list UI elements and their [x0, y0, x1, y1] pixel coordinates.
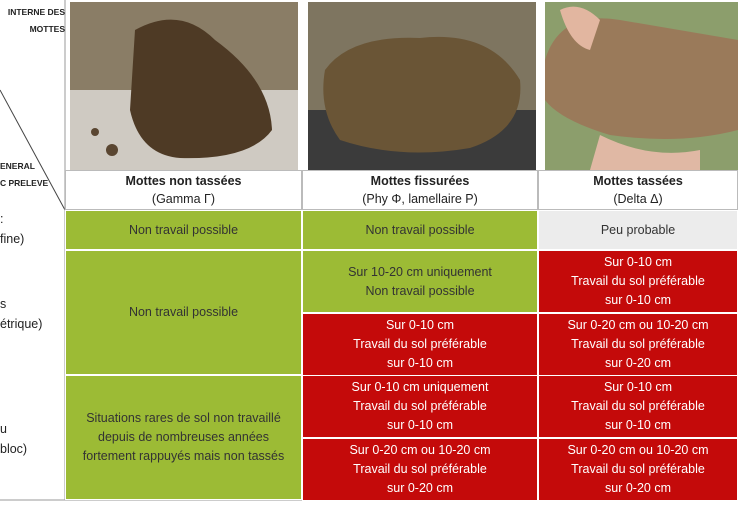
cell: Non travail possible: [302, 210, 538, 250]
cell: Situations rares de sol non travaillé dep…: [65, 375, 302, 500]
corner-text: INTERNE DES: [7, 7, 65, 17]
column-title: Mottes non tassées: [125, 174, 242, 188]
photo-2: [308, 2, 536, 170]
column-header: Mottes tassées (Delta Δ): [538, 170, 738, 210]
cell-text: Non travail possible: [128, 305, 239, 319]
row-label: u: [0, 421, 7, 436]
cell: Sur 0-10 cm Travail du sol préférable sur …: [302, 313, 538, 376]
cell: Sur 0-10 cm Travail du sol préférable sur …: [538, 375, 738, 438]
cell-text: sur 0-10 cm: [387, 356, 453, 370]
column-subtitle: (Phy Φ, lamellaire P): [362, 192, 478, 206]
cell: Sur 0-20 cm ou 10-20 cm Travail du sol pr…: [302, 438, 538, 501]
cell-text: Travail du sol préférable: [353, 399, 487, 413]
column-subtitle: (Gamma Γ): [151, 192, 216, 206]
cell-text: Sur 0-10 cm: [603, 380, 673, 394]
cell-text: sur 0-10 cm: [605, 418, 671, 432]
cell-text: Non travail possible: [128, 222, 239, 237]
cell-text: depuis de nombreuses années: [98, 430, 269, 444]
cell: Sur 0-10 cm Travail du sol préférable sur …: [538, 250, 738, 313]
cell-text: sur 0-20 cm: [605, 481, 671, 495]
cell-text: Sur 0-10 cm uniquement: [351, 380, 489, 394]
cell: Sur 0-20 cm ou 10-20 cm Travail du sol pr…: [538, 313, 738, 376]
photo-1: [70, 2, 298, 170]
cell-text: Non travail possible: [365, 222, 475, 237]
corner-text: MOTTES: [29, 24, 65, 34]
cell-text: Sur 0-10 cm: [603, 255, 673, 269]
cell-text: Sur 10-20 cm uniquement: [348, 264, 492, 279]
column-subtitle: (Delta Δ): [613, 192, 663, 206]
row-label: étrique): [0, 316, 43, 331]
cell-text: Travail du sol préférable: [353, 462, 487, 476]
cell-text: sur 0-10 cm: [605, 293, 671, 307]
cell-text: Sur 0-20 cm ou 10-20 cm: [567, 318, 709, 332]
cell-text: Sur 0-10 cm: [385, 318, 455, 332]
cell-text: Peu probable: [600, 222, 676, 237]
corner-text: ENERAL: [0, 161, 35, 171]
cell: Peu probable: [538, 210, 738, 250]
cell-text: Non travail possible: [365, 283, 475, 298]
corner-text: C PRELEVE: [0, 178, 49, 188]
row-label: s: [0, 296, 7, 311]
cell: Sur 10-20 cm uniquement Non travail possi…: [302, 250, 538, 313]
cell-text: fortement rappuyés mais non tassés: [82, 449, 285, 463]
cell-text: sur 0-10 cm: [387, 418, 453, 432]
row-label: :: [0, 212, 4, 226]
cell-text: Travail du sol préférable: [571, 399, 705, 413]
cell-text: sur 0-20 cm: [605, 356, 671, 370]
corner-top: INTERNE DES MOTTES: [8, 4, 65, 38]
cell-text: sur 0-20 cm: [387, 481, 453, 495]
cell-text: Travail du sol préférable: [353, 337, 487, 351]
cell-text: Situations rares de sol non travaillé: [86, 411, 281, 425]
cell-text: Travail du sol préférable: [571, 337, 705, 351]
column-header: Mottes non tassées (Gamma Γ): [65, 170, 302, 210]
cell: Non travail possible: [65, 210, 302, 250]
column-header: Mottes fissurées (Phy Φ, lamellaire P): [302, 170, 538, 210]
column-title: Mottes fissurées: [370, 174, 470, 188]
cell-text: Sur 0-20 cm ou 10-20 cm: [349, 443, 491, 457]
cell-text: Sur 0-20 cm ou 10-20 cm: [567, 443, 709, 457]
cell: Non travail possible: [65, 250, 302, 375]
photo-3: [545, 2, 738, 170]
row-label: fine): [0, 232, 25, 246]
cell: Sur 0-10 cm uniquement Travail du sol pré…: [302, 375, 538, 438]
cell-text: Travail du sol préférable: [571, 462, 705, 476]
corner-diagonal: [0, 89, 66, 211]
cell: Sur 0-20 cm ou 10-20 cm Travail du sol pr…: [538, 438, 738, 501]
corner-bottom: ENERAL C PRELEVE: [0, 158, 48, 192]
row-label: bloc): [0, 441, 28, 456]
cell-text: Travail du sol préférable: [571, 274, 705, 288]
column-title: Mottes tassées: [593, 174, 683, 188]
